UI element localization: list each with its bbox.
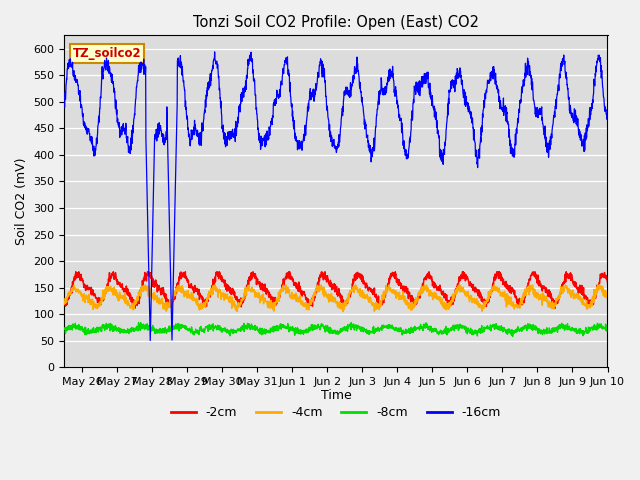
X-axis label: Time: Time [321,388,351,402]
Legend: -2cm, -4cm, -8cm, -16cm: -2cm, -4cm, -8cm, -16cm [166,401,506,424]
Text: TZ_soilco2: TZ_soilco2 [72,47,141,60]
Y-axis label: Soil CO2 (mV): Soil CO2 (mV) [15,157,28,245]
Title: Tonzi Soil CO2 Profile: Open (East) CO2: Tonzi Soil CO2 Profile: Open (East) CO2 [193,15,479,30]
